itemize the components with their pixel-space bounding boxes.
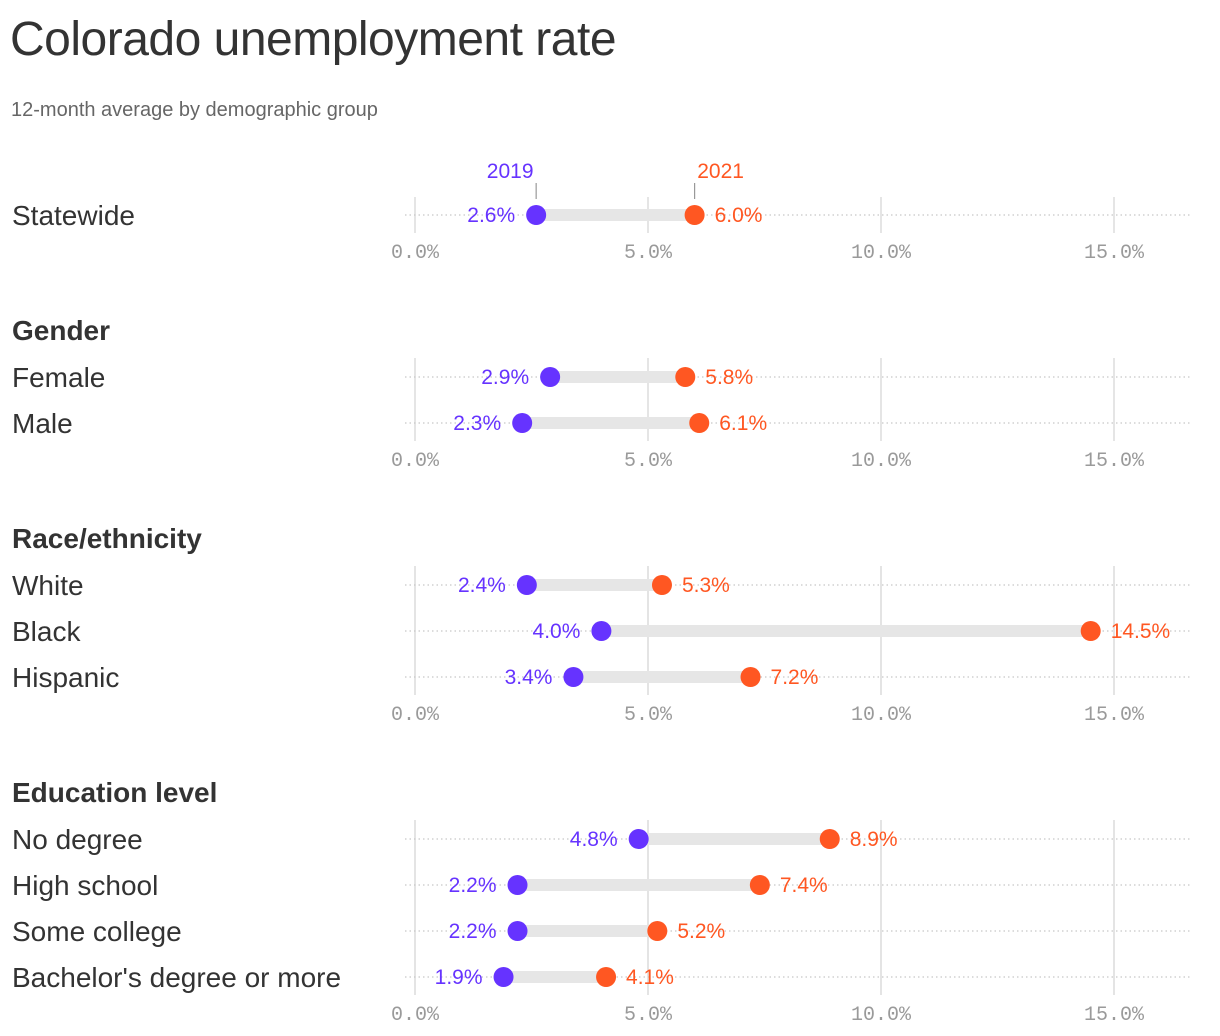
dot-2021 [647, 921, 668, 941]
value-label-2019: 4.8% [570, 828, 618, 851]
tick-label: 5.0% [624, 704, 673, 727]
dot-2019 [591, 621, 612, 641]
dot-2021 [689, 413, 710, 433]
value-label-2019: 4.0% [533, 620, 581, 643]
value-label-2019: 2.9% [481, 366, 529, 389]
value-label-2019: 2.4% [458, 574, 506, 597]
tick-label: 10.0% [851, 704, 912, 727]
row-label: High school [12, 870, 158, 901]
chart-subtitle: 12-month average by demographic group [11, 99, 378, 121]
dot-2019 [512, 413, 533, 433]
row-label: White [12, 570, 84, 601]
tick-label: 5.0% [624, 242, 673, 265]
tick-label: 10.0% [851, 242, 912, 265]
value-label-2021: 6.1% [719, 412, 767, 435]
tick-label: 0.0% [391, 1004, 440, 1027]
dot-2021 [1080, 621, 1101, 641]
value-label-2021: 8.9% [850, 828, 898, 851]
value-label-2021: 14.5% [1111, 620, 1171, 643]
value-label-2021: 7.4% [780, 874, 828, 897]
value-label-2021: 5.8% [705, 366, 753, 389]
tick-label: 0.0% [391, 704, 440, 727]
dot-2021 [596, 967, 617, 987]
value-label-2019: 2.3% [453, 412, 501, 435]
dot-2021 [749, 875, 770, 895]
value-label-2019: 1.9% [435, 966, 483, 989]
row-label: Bachelor's degree or more [12, 962, 341, 993]
value-label-2021: 6.0% [715, 204, 763, 227]
tick-label: 10.0% [851, 450, 912, 473]
value-label-2019: 2.2% [449, 874, 497, 897]
tick-label: 0.0% [391, 242, 440, 265]
dot-2019 [507, 875, 528, 895]
dot-2021 [684, 205, 705, 225]
dot-2019 [540, 367, 561, 387]
dot-2019 [516, 575, 537, 595]
value-label-2021: 7.2% [771, 666, 819, 689]
tick-label: 15.0% [1084, 704, 1145, 727]
tick-label: 0.0% [391, 450, 440, 473]
dot-2019 [628, 829, 649, 849]
chart-title: Colorado unemployment rate [10, 13, 617, 66]
value-label-2021: 5.2% [677, 920, 725, 943]
tick-label: 15.0% [1084, 450, 1145, 473]
row-label: Statewide [12, 200, 135, 231]
tick-label: 5.0% [624, 1004, 673, 1027]
dot-2021 [740, 667, 761, 687]
row-label: Some college [12, 916, 182, 947]
value-label-2021: 5.3% [682, 574, 730, 597]
tick-label: 10.0% [851, 1004, 912, 1027]
dot-2021 [675, 367, 696, 387]
section-heading: Education level [12, 777, 217, 808]
legend-label-2019: 2019 [487, 160, 534, 183]
row-label: No degree [12, 824, 143, 855]
row-label: Male [12, 408, 73, 439]
row-label: Female [12, 362, 105, 393]
dot-2019 [563, 667, 584, 687]
value-label-2019: 2.6% [467, 204, 515, 227]
tick-label: 15.0% [1084, 242, 1145, 265]
dot-2021 [819, 829, 840, 849]
tick-label: 15.0% [1084, 1004, 1145, 1027]
value-label-2019: 2.2% [449, 920, 497, 943]
dot-2021 [651, 575, 672, 595]
legend-label-2021: 2021 [697, 160, 744, 183]
dot-2019 [507, 921, 528, 941]
dot-2019 [493, 967, 514, 987]
value-label-2019: 3.4% [505, 666, 553, 689]
dot-2019 [526, 205, 547, 225]
section-heading: Race/ethnicity [12, 523, 202, 554]
tick-label: 5.0% [624, 450, 673, 473]
row-label: Black [12, 616, 81, 647]
value-label-2021: 4.1% [626, 966, 674, 989]
section-heading: Gender [12, 315, 110, 346]
row-label: Hispanic [12, 662, 119, 693]
